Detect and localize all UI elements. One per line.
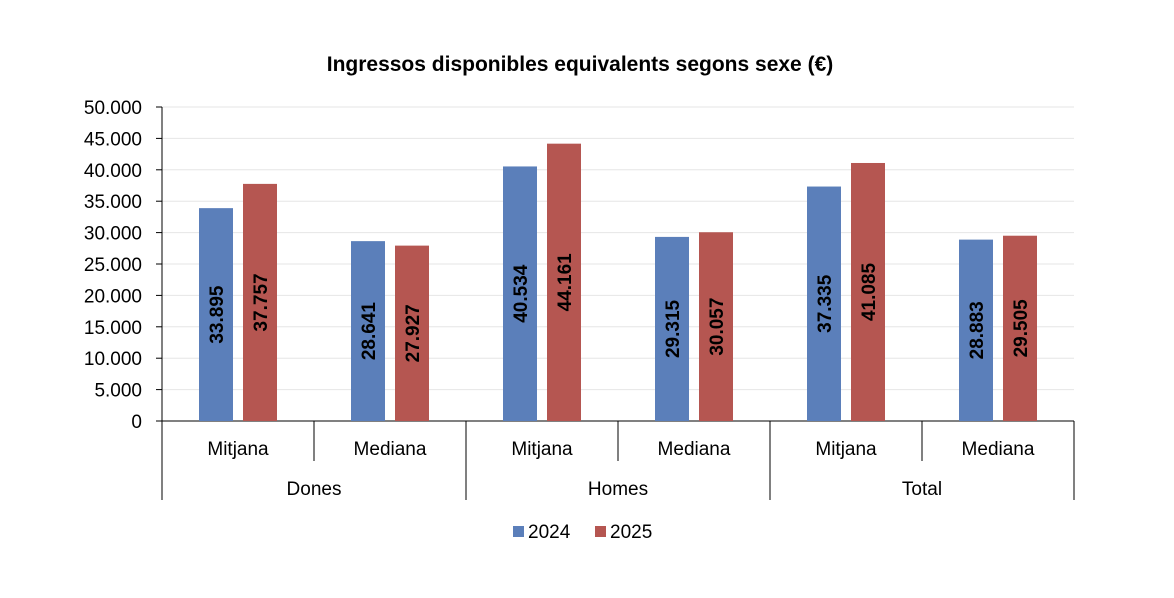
data-label: 41.085 xyxy=(859,263,880,322)
data-label: 29.315 xyxy=(663,299,684,358)
data-labels: 33.895 37.757 28.641 27.927 40.534 44.161 29.3… xyxy=(207,253,1032,363)
bar xyxy=(243,183,277,421)
y-tick-label: 50.000 xyxy=(84,98,142,119)
data-label: 29.505 xyxy=(1011,299,1032,358)
y-tick-label: 10.000 xyxy=(84,349,142,370)
bars xyxy=(199,143,1037,421)
category-label: Mitjana xyxy=(815,439,877,460)
legend-swatch xyxy=(513,526,524,537)
category-label: Mediana xyxy=(658,439,731,460)
legend-label: 2025 xyxy=(610,522,652,543)
y-tick-label: 35.000 xyxy=(84,192,142,213)
y-tick-label: 15.000 xyxy=(84,318,142,339)
y-tick-label: 25.000 xyxy=(84,255,142,276)
data-label: 27.927 xyxy=(403,304,424,362)
y-tick-label: 20.000 xyxy=(84,286,142,307)
bar xyxy=(655,236,689,421)
legend-swatch xyxy=(595,526,606,537)
bar xyxy=(395,245,429,421)
data-label: 37.757 xyxy=(251,273,272,331)
gridlines xyxy=(162,106,1074,391)
bar xyxy=(959,239,993,421)
legend-label: 2024 xyxy=(528,522,571,543)
y-tick-label: 45.000 xyxy=(84,129,142,150)
bar xyxy=(503,166,537,421)
data-label: 28.641 xyxy=(359,302,380,361)
group-label: Dones xyxy=(287,479,342,500)
y-tick-label: 40.000 xyxy=(84,161,142,182)
data-label: 37.335 xyxy=(815,274,836,333)
data-label: 30.057 xyxy=(707,298,728,356)
y-tick-label: 30.000 xyxy=(84,224,142,245)
data-label: 40.534 xyxy=(511,264,532,323)
axes: 0 5.000 10.000 15.000 20.000 25.000 30.000 35.0… xyxy=(84,98,1075,500)
category-label: Mediana xyxy=(962,439,1035,460)
category-label: Mediana xyxy=(354,439,427,460)
bar xyxy=(807,186,841,421)
group-label: Total xyxy=(902,479,942,500)
y-tick-label: 0 xyxy=(131,412,142,433)
bar xyxy=(199,208,233,421)
legend: 2024 2025 xyxy=(513,522,652,543)
data-label: 28.883 xyxy=(967,301,988,359)
chart-title: Ingressos disponibles equivalents segons… xyxy=(327,53,834,76)
data-label: 44.161 xyxy=(555,253,576,312)
bar xyxy=(351,241,385,421)
category-label: Mitjana xyxy=(511,439,573,460)
bar xyxy=(851,162,885,421)
bar xyxy=(1003,235,1037,421)
data-label: 33.895 xyxy=(207,285,228,344)
group-label: Homes xyxy=(588,479,648,500)
bar xyxy=(547,143,581,421)
bar xyxy=(699,232,733,421)
category-label: Mitjana xyxy=(207,439,269,460)
y-tick-label: 5.000 xyxy=(94,381,142,402)
